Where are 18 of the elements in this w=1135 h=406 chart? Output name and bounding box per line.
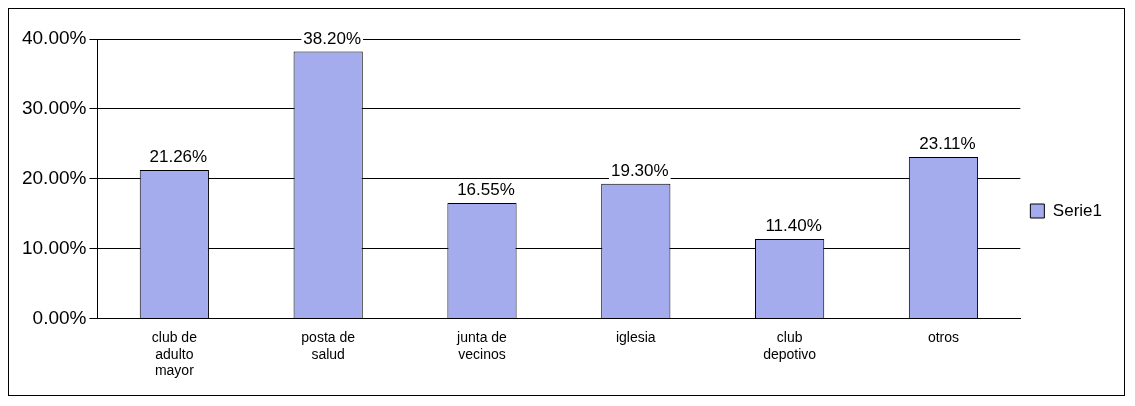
x-tick-label: junta de vecinos (456, 328, 508, 362)
data-label: 16.55% (457, 180, 515, 200)
data-label: 19.30% (610, 160, 669, 180)
data-label: 23.11% (919, 134, 976, 154)
x-tick-label: club de adulto mayor (151, 328, 198, 379)
y-tick-label: 40.00% (21, 27, 87, 49)
y-tick-label: 0.00% (32, 306, 87, 328)
y-tick-label: 20.00% (21, 167, 87, 189)
x-tick-label: posta de salud (301, 328, 356, 362)
y-tick-label: 10.00% (21, 236, 87, 258)
legend-label: Serie1 (1052, 200, 1102, 220)
x-tick-label: club depotivo (763, 328, 817, 362)
data-label: 38.20% (303, 28, 362, 48)
data-label: 21.26% (149, 147, 208, 167)
x-tick-label: otros (927, 328, 960, 345)
y-tick-label: 30.00% (21, 97, 87, 119)
x-tick-label: iglesia (615, 328, 656, 345)
data-label: 11.40% (765, 216, 822, 236)
